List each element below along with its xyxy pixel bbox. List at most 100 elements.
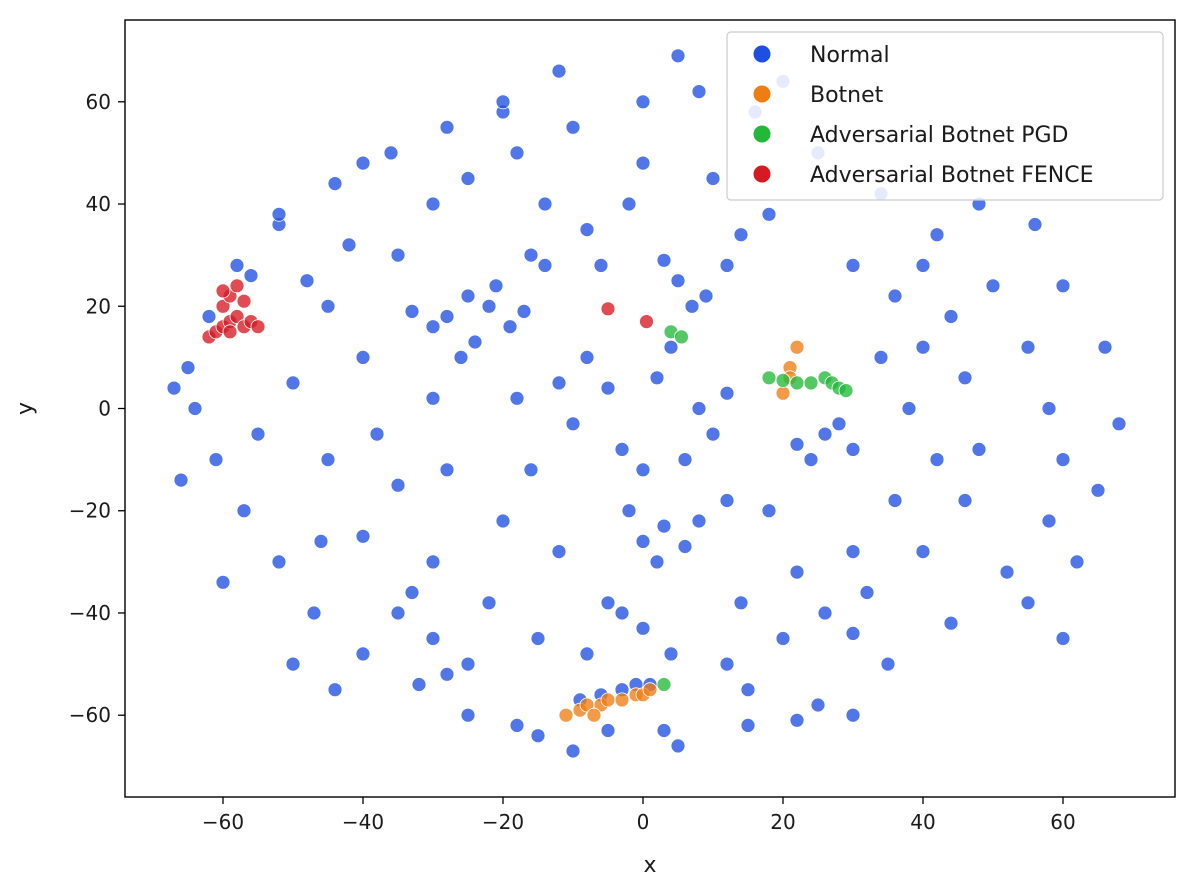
point-0-22 bbox=[817, 426, 833, 442]
point-0-146 bbox=[1111, 416, 1127, 432]
point-0-74 bbox=[208, 452, 224, 468]
point-3-13 bbox=[215, 283, 231, 299]
point-0-23 bbox=[803, 452, 819, 468]
point-0-3 bbox=[502, 319, 518, 335]
point-0-71 bbox=[306, 605, 322, 621]
point-0-27 bbox=[670, 273, 686, 289]
point-0-25 bbox=[831, 416, 847, 432]
point-0-35 bbox=[691, 513, 707, 529]
point-0-126 bbox=[943, 309, 959, 324]
point-0-164 bbox=[740, 682, 756, 698]
point-0-78 bbox=[229, 257, 245, 273]
point-0-69 bbox=[411, 677, 427, 692]
y-tick-label-0: −60 bbox=[69, 703, 111, 727]
point-0-115 bbox=[887, 493, 903, 508]
point-0-34 bbox=[635, 534, 651, 549]
legend-box bbox=[726, 31, 1164, 201]
point-0-47 bbox=[509, 145, 525, 161]
point-0-163 bbox=[656, 723, 672, 738]
y-tick-label-6: 60 bbox=[86, 90, 111, 114]
point-0-155 bbox=[495, 94, 511, 110]
point-0-87 bbox=[390, 477, 406, 493]
legend-marker-0 bbox=[752, 44, 772, 64]
point-2-3 bbox=[803, 375, 819, 391]
point-0-88 bbox=[355, 528, 371, 544]
x-tick-label-0: −60 bbox=[202, 810, 244, 834]
point-0-168 bbox=[845, 707, 861, 723]
point-0-8 bbox=[516, 303, 532, 319]
point-1-8 bbox=[642, 682, 658, 698]
point-0-72 bbox=[271, 554, 287, 570]
point-0-98 bbox=[439, 462, 455, 478]
point-0-143 bbox=[166, 380, 182, 396]
point-0-110 bbox=[845, 257, 861, 273]
point-0-50 bbox=[691, 84, 707, 99]
point-0-1 bbox=[481, 298, 497, 314]
point-0-103 bbox=[621, 196, 637, 212]
point-0-104 bbox=[523, 247, 539, 263]
point-0-45 bbox=[425, 196, 441, 212]
point-0-145 bbox=[1097, 339, 1113, 355]
point-1-0 bbox=[558, 707, 574, 723]
point-0-7 bbox=[453, 349, 469, 365]
legend-marker-2 bbox=[752, 124, 772, 144]
point-0-77 bbox=[201, 309, 217, 324]
point-0-16 bbox=[551, 375, 567, 391]
point-0-0 bbox=[460, 288, 476, 304]
point-0-120 bbox=[817, 605, 833, 621]
point-1-4 bbox=[600, 692, 616, 708]
point-0-171 bbox=[439, 666, 455, 682]
point-0-112 bbox=[915, 339, 931, 355]
legend-label-0: Normal bbox=[810, 43, 890, 68]
point-0-161 bbox=[509, 718, 525, 733]
point-0-18 bbox=[635, 462, 651, 478]
y-tick-label-5: 40 bbox=[86, 192, 111, 216]
point-0-107 bbox=[705, 171, 721, 186]
point-2-10 bbox=[656, 677, 672, 692]
point-0-62 bbox=[880, 656, 896, 672]
point-0-86 bbox=[369, 426, 385, 442]
point-0-170 bbox=[327, 682, 343, 698]
point-0-95 bbox=[341, 237, 357, 253]
y-tick-label-4: 20 bbox=[86, 294, 111, 318]
point-0-14 bbox=[614, 441, 630, 457]
point-0-101 bbox=[537, 196, 553, 212]
x-axis-label: x bbox=[643, 853, 656, 878]
point-0-159 bbox=[313, 534, 329, 549]
point-0-65 bbox=[670, 738, 686, 754]
point-0-137 bbox=[719, 656, 735, 672]
point-0-28 bbox=[698, 288, 714, 304]
x-axis: −60 −40 −20 0 20 40 60 bbox=[202, 797, 1076, 834]
point-0-64 bbox=[740, 718, 756, 733]
x-tick-label-3: 0 bbox=[637, 810, 650, 834]
point-2-0 bbox=[761, 370, 777, 386]
point-0-141 bbox=[215, 574, 231, 590]
point-0-9 bbox=[404, 303, 420, 319]
point-0-166 bbox=[1020, 595, 1036, 611]
x-tick-label-5: 40 bbox=[910, 810, 935, 834]
point-0-4 bbox=[467, 334, 483, 350]
point-0-81 bbox=[383, 145, 399, 161]
point-0-118 bbox=[733, 595, 749, 611]
point-0-108 bbox=[761, 206, 777, 222]
point-0-149 bbox=[1055, 278, 1071, 294]
point-0-15 bbox=[677, 452, 693, 468]
point-0-157 bbox=[271, 206, 287, 222]
point-0-144 bbox=[250, 426, 266, 442]
y-tick-label-3: 0 bbox=[98, 397, 111, 421]
point-0-169 bbox=[789, 712, 805, 728]
point-0-46 bbox=[460, 171, 476, 186]
point-0-82 bbox=[439, 119, 455, 135]
point-0-94 bbox=[299, 273, 315, 289]
y-axis: −60 −40 −20 0 20 40 60 bbox=[69, 90, 125, 727]
point-0-128 bbox=[873, 349, 889, 365]
point-0-100 bbox=[551, 544, 567, 559]
point-0-172 bbox=[404, 585, 420, 600]
point-0-13 bbox=[565, 416, 581, 432]
point-3-5 bbox=[215, 298, 231, 314]
point-0-162 bbox=[565, 743, 581, 759]
point-0-30 bbox=[656, 252, 672, 268]
point-0-84 bbox=[320, 298, 336, 314]
point-0-97 bbox=[425, 390, 441, 406]
point-0-124 bbox=[971, 441, 987, 457]
